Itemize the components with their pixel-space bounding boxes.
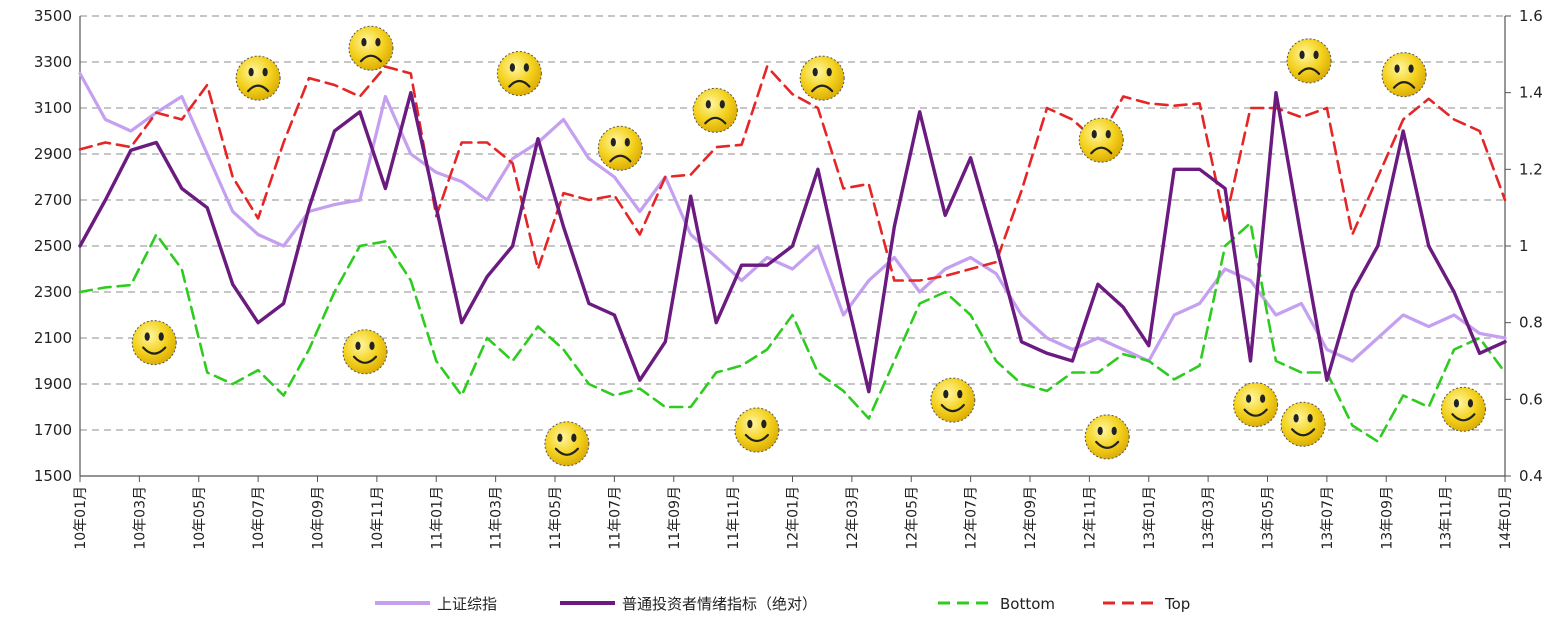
legend-item-1: 普通投资者情绪指标（绝对） <box>560 595 817 613</box>
x-tick-label: 12年09月 <box>1023 486 1039 550</box>
x-tick-label: 10年07月 <box>251 486 267 550</box>
x-tick-label: 13年09月 <box>1379 486 1395 550</box>
x-tick-label: 10年05月 <box>192 486 208 550</box>
x-tick-label: 13年11月 <box>1439 486 1455 550</box>
x-tick-label: 10年01月 <box>73 486 89 550</box>
y-left-tick-label: 2700 <box>34 191 72 209</box>
y-left-tick-label: 3500 <box>34 7 72 25</box>
x-tick-label: 12年01月 <box>786 486 802 550</box>
y-left-tick-label: 1500 <box>34 467 72 485</box>
sad-face-icon <box>496 51 542 96</box>
y-right-tick-label: 1 <box>1519 237 1529 255</box>
y-left-tick-label: 3300 <box>34 53 72 71</box>
sad-face-icon <box>235 55 281 101</box>
x-tick-label: 14年01月 <box>1498 486 1514 550</box>
happy-face-icon <box>1280 401 1326 447</box>
y-left-tick-label: 2300 <box>34 283 72 301</box>
legend-item-0: 上证综指 <box>375 595 497 613</box>
x-tick-label: 10年09月 <box>311 486 327 550</box>
axes: 1500 1700 1900 2100 2300 2500 2700 2900 3100 3300… <box>34 7 1543 550</box>
sad-face-icon <box>692 87 738 133</box>
x-tick-label: 12年05月 <box>904 486 920 550</box>
sad-face-icon <box>1286 38 1332 84</box>
y-right-tick-label: 1.2 <box>1519 160 1543 178</box>
x-tick-label: 11年05月 <box>548 486 564 550</box>
legend-label: 普通投资者情绪指标（绝对） <box>622 595 817 613</box>
y-left-tick-label: 1900 <box>34 375 72 393</box>
happy-face-icon <box>930 377 976 423</box>
y-left-tick-label: 2900 <box>34 145 72 163</box>
sad-face-icon <box>597 125 643 171</box>
x-tick-label: 10年03月 <box>132 486 148 550</box>
y-right-tick-label: 1.4 <box>1519 84 1543 102</box>
series-line-3 <box>78 65 1507 282</box>
happy-face-icon <box>544 421 590 467</box>
series-lines <box>78 65 1507 443</box>
sad-face-icon <box>1078 117 1124 163</box>
x-tick-label: 12年03月 <box>845 486 861 550</box>
x-tick-label: 12年11月 <box>1082 486 1098 550</box>
x-tick-label: 11年01月 <box>429 486 445 550</box>
y-left-tick-label: 2500 <box>34 237 72 255</box>
legend-label: Top <box>1164 595 1190 613</box>
x-tick-label: 13年05月 <box>1261 486 1277 550</box>
y-right-tick-label: 0.6 <box>1519 390 1543 408</box>
x-tick-label: 13年03月 <box>1201 486 1217 550</box>
legend-item-3: Top <box>1103 595 1190 613</box>
happy-face-icon <box>131 320 177 366</box>
y-right-tick-label: 0.8 <box>1519 314 1543 332</box>
sad-face-icon <box>348 25 394 71</box>
sad-face-icon <box>799 55 845 101</box>
happy-face-icon <box>734 407 780 453</box>
x-tick-label: 11年03月 <box>489 486 505 550</box>
y-right-tick-label: 1.6 <box>1519 7 1543 25</box>
x-tick-label: 13年07月 <box>1320 486 1336 550</box>
y-left-tick-label: 2100 <box>34 329 72 347</box>
x-tick-label: 13年01月 <box>1142 486 1158 550</box>
sad-face-icon <box>1381 52 1427 98</box>
series-line-2 <box>78 221 1507 443</box>
y-left-tick-label: 1700 <box>34 421 72 439</box>
x-tick-label: 11年07月 <box>607 486 623 550</box>
y-left-tick-label: 3100 <box>34 99 72 117</box>
happy-face-icon <box>1440 386 1486 432</box>
happy-face-icon <box>342 329 388 375</box>
legend-label: Bottom <box>1000 595 1055 613</box>
legend: 上证综指 普通投资者情绪指标（绝对） Bottom Top <box>375 595 1190 613</box>
x-tick-label: 11年11月 <box>726 486 742 550</box>
y-right-tick-label: 0.4 <box>1519 467 1543 485</box>
happy-face-icon <box>1084 414 1130 460</box>
legend-item-2: Bottom <box>938 595 1055 613</box>
face-annotations <box>131 25 1486 467</box>
x-tick-label: 12年07月 <box>964 486 980 550</box>
happy-face-icon <box>1233 382 1279 428</box>
x-tick-label: 10年11月 <box>370 486 386 550</box>
series-line-1 <box>78 90 1507 394</box>
series-line-0 <box>78 71 1507 363</box>
x-tick-label: 11年09月 <box>667 486 683 550</box>
legend-label: 上证综指 <box>437 595 497 613</box>
